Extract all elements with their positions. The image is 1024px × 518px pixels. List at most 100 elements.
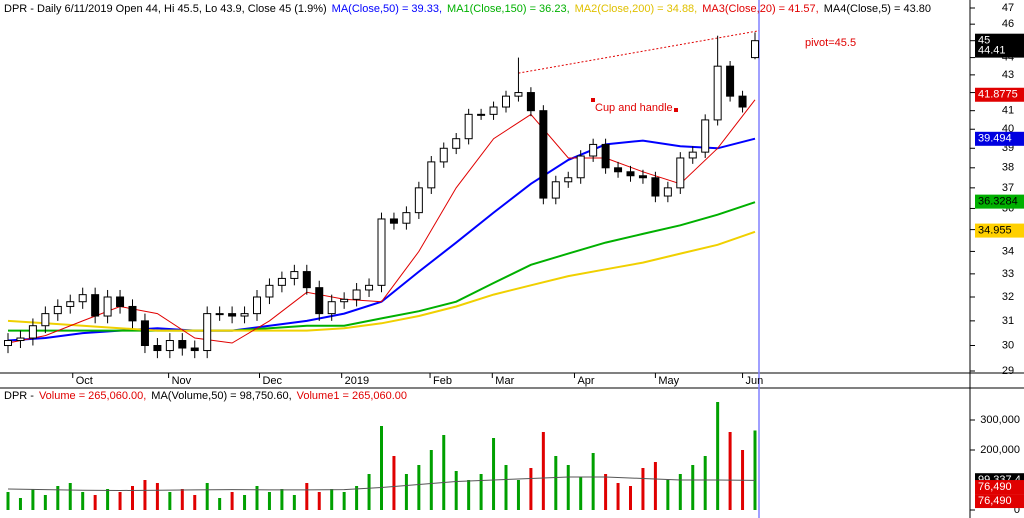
candle-body [626, 171, 635, 177]
candle-body [751, 40, 759, 59]
volume-bar [143, 480, 147, 510]
candle-body [153, 345, 162, 352]
volume-bar [728, 432, 732, 510]
candle-body [464, 113, 473, 140]
price-label: 45 [978, 35, 990, 47]
volume-bar [68, 483, 72, 510]
volume-bar [342, 492, 346, 510]
volume-bar [666, 480, 670, 510]
volume-bar [678, 474, 682, 510]
volume-bar [317, 492, 321, 510]
volume-bar [529, 468, 533, 510]
volume-bar [106, 489, 110, 510]
price-label-box [975, 223, 1024, 238]
candle-body [290, 271, 299, 279]
volume-bar [392, 456, 396, 510]
candle-body [315, 287, 324, 315]
candle-body [589, 143, 598, 157]
candle-body [178, 340, 187, 349]
annotation: pivot=45.5 [805, 37, 856, 49]
price-label: 34.955 [978, 224, 1012, 236]
volume-bar [168, 492, 172, 510]
volume-bar [280, 489, 284, 510]
title-segment: Volume = 265,060.00, [39, 390, 146, 402]
annotation-marker [591, 98, 595, 102]
candle-body [116, 296, 125, 307]
candle-body [452, 138, 461, 149]
volume-title: DPR - Volume = 265,060.00, MA(Volume,50) =… [4, 390, 407, 402]
candle-body [190, 347, 199, 352]
price-label: 44.41 [978, 45, 1006, 57]
y-tick-label: 38 [1002, 162, 1014, 174]
volume-bar [616, 483, 620, 510]
candle-body [688, 151, 697, 159]
volume-bar [641, 468, 645, 510]
candle-body [564, 177, 573, 183]
title-segment: MA4(Close,5) = 43.80 [824, 3, 931, 15]
volume-bar [591, 453, 595, 510]
volume-bar [604, 474, 608, 510]
candle-body [16, 337, 25, 342]
price-label: 39.494 [978, 133, 1012, 145]
title-segment: Volume1 = 265,060.00 [297, 390, 407, 402]
y-tick-label: 29 [1002, 365, 1014, 377]
candle-body [427, 161, 436, 189]
candle-body [601, 143, 610, 169]
candle-body [502, 95, 510, 108]
volume-bar [691, 465, 695, 510]
title-segment: MA2(Close,200) = 34.88, [575, 3, 698, 15]
candle-body [53, 305, 62, 315]
volume-bar [716, 402, 720, 510]
candle-body [638, 175, 647, 179]
volume-bar [753, 430, 757, 510]
candle-body [78, 294, 87, 303]
x-tick-label: Apr [577, 375, 594, 387]
volume-bar [81, 492, 85, 510]
y-tick-label: 37 [1002, 182, 1014, 194]
value-label-box [975, 494, 1024, 509]
annotation: Cup and handle [595, 102, 673, 114]
candle-body [265, 284, 274, 298]
price-label-box [975, 194, 1024, 209]
x-tick-label: May [658, 375, 679, 387]
candle-body [414, 187, 423, 214]
y-tick-label: 47 [1002, 2, 1014, 14]
y-tick-label: 30 [1002, 339, 1014, 351]
candle-body [738, 95, 747, 108]
volume-bar [454, 471, 458, 510]
candle-body [91, 294, 100, 317]
volume-average [7, 476, 756, 492]
volume-bar [292, 495, 296, 510]
volume-bar [429, 450, 433, 510]
volume-bar [56, 486, 60, 510]
volume-bar [516, 480, 520, 510]
candle-body [514, 92, 523, 97]
candle-body [228, 313, 237, 317]
candle-body [726, 65, 735, 97]
candle-body [165, 340, 174, 352]
volume-bar [155, 483, 159, 510]
candle-body [240, 313, 249, 317]
candle-body [489, 106, 498, 115]
moving-average [7, 230, 756, 332]
candle-body [327, 301, 336, 315]
volume-bar [541, 432, 545, 510]
volume-bar [267, 492, 271, 510]
candle-body [701, 119, 710, 153]
volume-bar [330, 489, 334, 510]
candle-body [302, 271, 311, 289]
title-segment: DPR - Daily 6/11/2019 Open 44, Hi 45.5, … [4, 3, 327, 15]
moving-average [8, 201, 756, 332]
value-label-box [975, 480, 1024, 495]
candle-body [4, 340, 12, 347]
candle-body [663, 187, 672, 197]
annotation-marker [674, 108, 678, 112]
volume-bar [703, 456, 707, 510]
x-tick-label: Nov [172, 375, 192, 387]
candle-body [340, 298, 349, 303]
y-tick-label: 31 [1002, 315, 1014, 327]
price-label: 41.8775 [978, 89, 1018, 101]
y-tick-label: 41 [1002, 105, 1014, 117]
price-label-box [975, 131, 1024, 146]
